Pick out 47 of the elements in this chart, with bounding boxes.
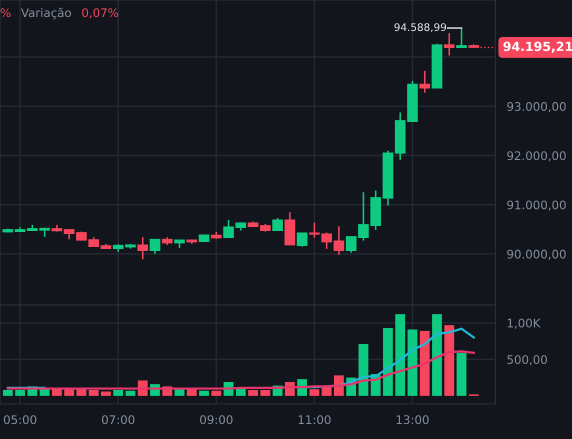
x-tick-label: 09:00	[200, 415, 233, 424]
bar	[236, 388, 246, 396]
candlestick	[456, 27, 467, 48]
bar	[211, 390, 222, 396]
bar	[444, 325, 454, 396]
y-tick-label: 91.000,00	[507, 200, 566, 211]
y-tick-label: 93.000,00	[507, 102, 566, 112]
bar	[358, 344, 368, 396]
y-tick-label: 90.000,00	[507, 250, 566, 260]
bar	[101, 391, 111, 396]
bar	[15, 390, 26, 396]
bar	[309, 389, 320, 396]
x-tick-label: 05:00	[4, 415, 36, 424]
bar	[260, 390, 270, 396]
x-tick-label: 07:00	[102, 415, 134, 424]
x-tick-label: 11:00	[298, 415, 331, 424]
bar	[432, 314, 442, 396]
candlestick	[296, 232, 308, 248]
y-tick-label: 92.000,00	[507, 151, 566, 162]
candlestick	[272, 217, 283, 232]
annotation: 0,07%	[82, 8, 118, 18]
candlestick	[444, 32, 455, 56]
y-tick-label: 1,00K	[508, 318, 541, 329]
line-series	[6, 350, 475, 390]
annotation: 94.588,99	[394, 23, 446, 32]
y-tick-label: 500,00	[507, 355, 547, 366]
bar	[126, 390, 136, 396]
bar	[199, 390, 209, 396]
bar	[248, 390, 258, 396]
bar	[40, 389, 50, 396]
candlestick	[137, 236, 148, 260]
candlestick	[419, 70, 430, 94]
bar	[2, 390, 13, 396]
annotation: %	[0, 8, 11, 18]
candlestick	[150, 238, 160, 255]
ref-line-label: 94.195,21	[503, 42, 572, 53]
bar	[456, 352, 466, 396]
bar	[383, 328, 393, 396]
bar	[395, 314, 406, 396]
bar	[113, 390, 124, 396]
candlestick	[309, 222, 320, 238]
bar	[64, 389, 74, 396]
annotation: Variação	[21, 8, 72, 20]
bar	[322, 387, 332, 396]
bar	[88, 390, 99, 396]
bar	[408, 329, 418, 396]
x-tick-label: 13:00	[396, 415, 429, 424]
